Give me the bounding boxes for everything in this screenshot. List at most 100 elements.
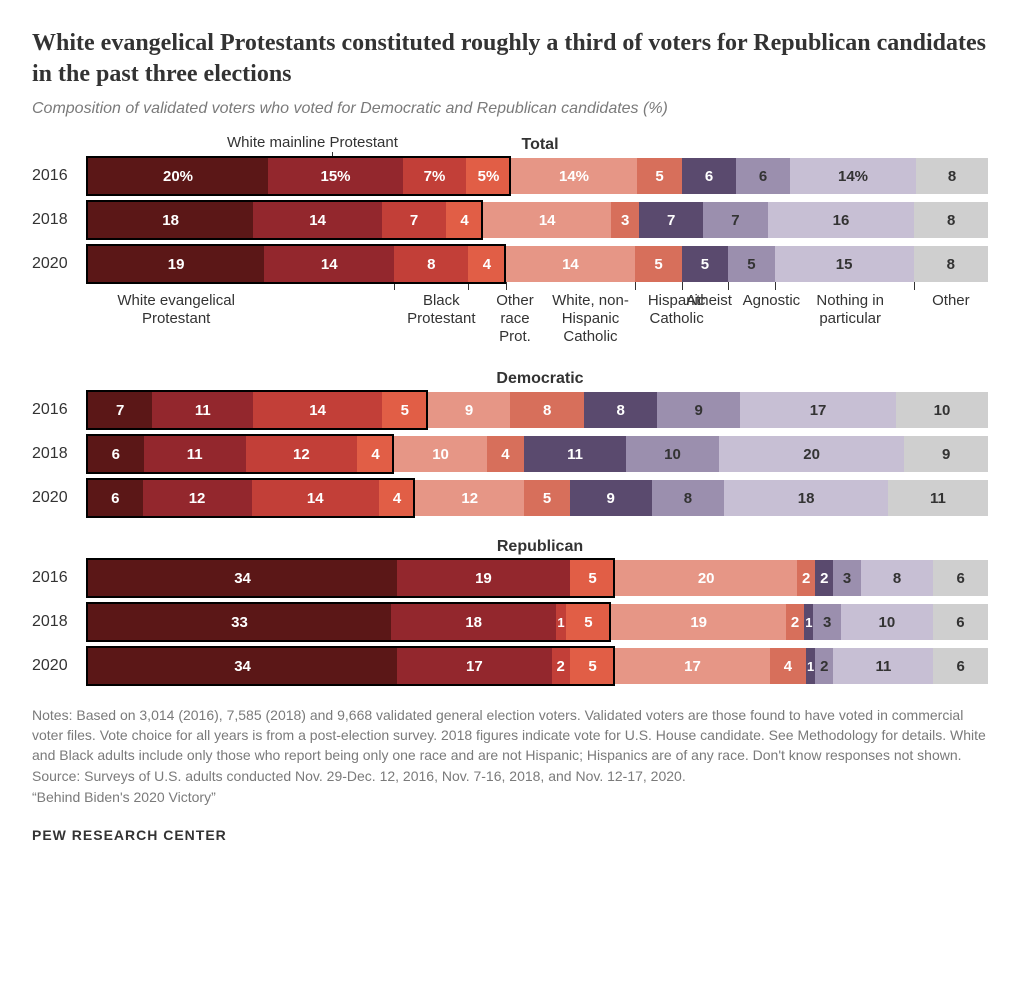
bar-row: 201833181519213106 bbox=[32, 604, 992, 640]
segment: 19 bbox=[397, 560, 570, 596]
segment: 10 bbox=[896, 392, 988, 428]
segment: 7 bbox=[639, 202, 703, 238]
segment: 20 bbox=[615, 560, 797, 596]
segment: 15 bbox=[775, 246, 914, 282]
segment: 3 bbox=[813, 604, 841, 640]
bar-container: 6111241041110209 bbox=[88, 436, 988, 472]
segment: 8 bbox=[914, 202, 987, 238]
section-title: Total bbox=[60, 136, 1020, 154]
segment: 11 bbox=[144, 436, 246, 472]
segment: 34 bbox=[88, 648, 397, 684]
segment: 5% bbox=[466, 158, 511, 194]
segment: 10 bbox=[394, 436, 487, 472]
report-text: “Behind Biden's 2020 Victory” bbox=[32, 789, 992, 805]
year-label: 2018 bbox=[32, 445, 88, 463]
bar-row: 201671114598891710 bbox=[32, 392, 992, 428]
segment: 8 bbox=[394, 246, 468, 282]
segment: 11 bbox=[524, 436, 626, 472]
segment: 5 bbox=[682, 246, 728, 282]
category-label: White, non-HispanicCatholic bbox=[552, 292, 629, 346]
bar-container: 612144125981811 bbox=[88, 480, 988, 516]
segment: 16 bbox=[768, 202, 915, 238]
bar-container: 20%15%7%5%14%56614%8 bbox=[88, 158, 988, 194]
segment: 5 bbox=[566, 604, 612, 640]
section-title: Democratic bbox=[60, 370, 1020, 388]
segment: 7% bbox=[403, 158, 466, 194]
category-label: OtherraceProt. bbox=[496, 292, 534, 346]
segment: 1 bbox=[804, 604, 813, 640]
segment: 4 bbox=[446, 202, 483, 238]
category-label: Atheist bbox=[686, 292, 732, 310]
segment: 3 bbox=[833, 560, 860, 596]
segment: 3 bbox=[611, 202, 639, 238]
chart-subtitle: Composition of validated voters who vote… bbox=[32, 100, 992, 118]
segment: 18 bbox=[88, 202, 253, 238]
segment: 20 bbox=[719, 436, 905, 472]
chart-root: White mainline ProtestantTotal201620%15%… bbox=[32, 136, 992, 684]
segment: 19 bbox=[88, 246, 264, 282]
segment: 4 bbox=[770, 648, 806, 684]
segment: 9 bbox=[428, 392, 511, 428]
bar-container: 341952022386 bbox=[88, 560, 988, 596]
bar-row: 2016341952022386 bbox=[32, 560, 992, 596]
chart-section-total: White mainline ProtestantTotal201620%15%… bbox=[32, 136, 992, 348]
segment: 2 bbox=[797, 560, 815, 596]
segment: 2 bbox=[786, 604, 804, 640]
segment: 10 bbox=[626, 436, 719, 472]
segment: 5 bbox=[570, 560, 615, 596]
segment: 6 bbox=[933, 560, 988, 596]
year-label: 2016 bbox=[32, 167, 88, 185]
segment: 8 bbox=[510, 392, 583, 428]
segment: 18 bbox=[724, 480, 888, 516]
bar-container: 19148414555158 bbox=[88, 246, 988, 282]
segment: 2 bbox=[815, 560, 833, 596]
segment: 11 bbox=[888, 480, 988, 516]
segment: 1 bbox=[806, 648, 815, 684]
chart-section-republican: Republican201634195202238620183318151921… bbox=[32, 538, 992, 684]
bar-container: 34172517412116 bbox=[88, 648, 988, 684]
segment: 14 bbox=[252, 480, 379, 516]
segment: 14 bbox=[506, 246, 636, 282]
segment: 18 bbox=[391, 604, 556, 640]
segment: 8 bbox=[916, 158, 988, 194]
bar-row: 201620%15%7%5%14%56614%8 bbox=[32, 158, 992, 194]
footer-brand: PEW RESEARCH CENTER bbox=[32, 827, 992, 843]
segment: 6 bbox=[933, 604, 988, 640]
segment: 5 bbox=[635, 246, 681, 282]
segment: 15% bbox=[268, 158, 403, 194]
segment: 5 bbox=[382, 392, 428, 428]
segment: 11 bbox=[152, 392, 253, 428]
bar-row: 20186111241041110209 bbox=[32, 436, 992, 472]
category-label: Nothing inparticular bbox=[816, 292, 884, 328]
chart-title: White evangelical Protestants constitute… bbox=[32, 28, 992, 90]
segment: 7 bbox=[88, 392, 152, 428]
segment: 12 bbox=[415, 480, 524, 516]
segment: 14% bbox=[790, 158, 916, 194]
year-label: 2016 bbox=[32, 401, 88, 419]
segment: 6 bbox=[933, 648, 988, 684]
chart-section-democratic: Democratic201671114598891710201861112410… bbox=[32, 370, 992, 516]
bar-row: 201818147414377168 bbox=[32, 202, 992, 238]
year-label: 2016 bbox=[32, 569, 88, 587]
segment: 7 bbox=[382, 202, 446, 238]
segment: 9 bbox=[904, 436, 988, 472]
segment: 4 bbox=[379, 480, 415, 516]
segment: 2 bbox=[552, 648, 570, 684]
category-axis: White evangelicalProtestantBlackProtesta… bbox=[88, 288, 992, 348]
segment: 5 bbox=[570, 648, 615, 684]
segment: 5 bbox=[524, 480, 569, 516]
segment: 5 bbox=[728, 246, 774, 282]
segment: 17 bbox=[397, 648, 552, 684]
segment: 14 bbox=[253, 202, 382, 238]
segment: 7 bbox=[703, 202, 767, 238]
segment: 17 bbox=[615, 648, 770, 684]
segment: 1 bbox=[556, 604, 565, 640]
segment: 6 bbox=[736, 158, 790, 194]
segment: 14 bbox=[483, 202, 612, 238]
segment: 8 bbox=[861, 560, 934, 596]
segment: 9 bbox=[657, 392, 740, 428]
year-label: 2018 bbox=[32, 211, 88, 229]
bar-row: 202019148414555158 bbox=[32, 246, 992, 282]
category-label: Other bbox=[932, 292, 970, 310]
segment: 6 bbox=[88, 480, 143, 516]
